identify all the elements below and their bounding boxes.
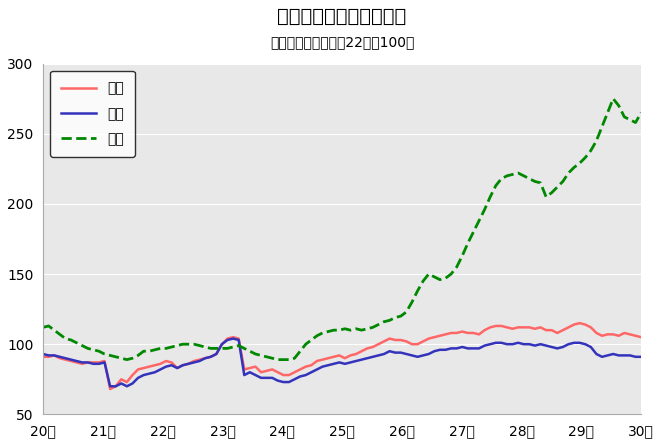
出荷 bbox=[576, 340, 584, 345]
在庫 bbox=[609, 96, 617, 101]
出荷 bbox=[139, 372, 147, 378]
生産 bbox=[637, 335, 645, 340]
生産 bbox=[559, 328, 567, 333]
在庫 bbox=[520, 173, 527, 178]
出荷 bbox=[564, 341, 572, 347]
Line: 出荷: 出荷 bbox=[43, 339, 641, 386]
Text: （季節調整済、平成22年＝100）: （季節調整済、平成22年＝100） bbox=[270, 36, 414, 49]
Title: 鳥取県鉱工業指数の推移: 鳥取県鉱工業指数の推移 bbox=[278, 7, 407, 26]
在庫 bbox=[324, 329, 332, 334]
生産 bbox=[570, 322, 578, 327]
在庫 bbox=[559, 179, 567, 184]
在庫 bbox=[570, 165, 578, 170]
在庫 bbox=[637, 110, 645, 115]
生産 bbox=[324, 356, 332, 361]
出荷 bbox=[106, 384, 114, 389]
生産 bbox=[520, 325, 527, 330]
Line: 生産: 生産 bbox=[43, 323, 641, 389]
出荷 bbox=[330, 361, 338, 367]
在庫 bbox=[139, 348, 147, 354]
生産 bbox=[576, 320, 584, 326]
Legend: 生産, 出荷, 在庫: 生産, 出荷, 在庫 bbox=[50, 71, 135, 157]
Line: 在庫: 在庫 bbox=[43, 99, 641, 360]
出荷 bbox=[100, 360, 108, 365]
在庫 bbox=[39, 325, 47, 330]
生産 bbox=[139, 365, 147, 371]
生産 bbox=[106, 386, 114, 392]
出荷 bbox=[637, 354, 645, 360]
在庫 bbox=[100, 352, 108, 357]
出荷 bbox=[525, 341, 533, 347]
生産 bbox=[39, 354, 47, 360]
出荷 bbox=[39, 352, 47, 357]
在庫 bbox=[123, 357, 131, 362]
出荷 bbox=[229, 336, 237, 341]
生産 bbox=[100, 358, 108, 364]
